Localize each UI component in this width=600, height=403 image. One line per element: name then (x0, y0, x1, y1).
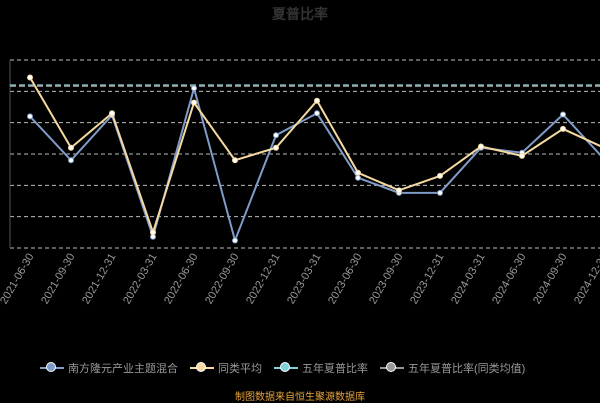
x-tick-label: 2023-03-31 (285, 252, 324, 307)
x-tick-label: 2022-09-30 (203, 252, 242, 307)
legend-item[interactable]: 五年夏普比率 (274, 360, 368, 376)
x-tick-label: 2024-06-30 (490, 252, 529, 307)
data-point (192, 86, 197, 91)
data-point (397, 188, 402, 193)
legend-label: 南方隆元产业主题混合 (68, 360, 178, 376)
data-point (561, 126, 566, 131)
legend-marker-icon (190, 362, 214, 374)
x-tick-label: 2022-03-31 (121, 252, 160, 307)
series-group (28, 75, 600, 243)
x-tick-label: 2023-09-30 (367, 252, 406, 307)
data-point (315, 98, 320, 103)
data-point (356, 170, 361, 175)
x-tick-label: 2024-09-30 (531, 252, 570, 307)
x-tick-label: 2022-12-31 (244, 252, 283, 307)
x-tick-label: 2024-03-31 (449, 252, 488, 307)
data-point (233, 158, 238, 163)
data-point (233, 238, 238, 243)
x-tick-label: 2022-06-30 (162, 252, 201, 307)
legend: 南方隆元产业主题混合 同类平均 五年夏普比率 五年夏普比率(同类均值) (40, 360, 600, 376)
data-point (69, 158, 74, 163)
data-point (438, 190, 443, 195)
legend-marker-icon (40, 362, 64, 374)
legend-label: 同类平均 (218, 360, 262, 376)
x-tick-label: 2023-06-30 (326, 252, 365, 307)
data-point (110, 111, 115, 116)
data-point (69, 145, 74, 150)
data-point (192, 100, 197, 105)
data-point (28, 75, 33, 80)
x-tick-label: 2021-09-30 (39, 252, 78, 307)
x-tick-label: 2021-06-30 (0, 252, 37, 307)
reference-lines (10, 85, 600, 86)
data-point (28, 114, 33, 119)
data-point (520, 153, 525, 158)
legend-item[interactable]: 五年夏普比率(同类均值) (380, 360, 525, 376)
legend-item[interactable]: 南方隆元产业主题混合 (40, 360, 178, 376)
data-point (561, 112, 566, 117)
source-note: 制图数据来自恒生聚源数据库 (0, 388, 600, 403)
data-point (274, 133, 279, 138)
legend-marker-icon (274, 362, 298, 374)
data-point (356, 175, 361, 180)
legend-marker-icon (380, 362, 404, 374)
legend-item[interactable]: 同类平均 (190, 360, 262, 376)
data-point (151, 230, 156, 235)
legend-label: 五年夏普比率(同类均值) (408, 360, 525, 376)
legend-label: 五年夏普比率 (302, 360, 368, 376)
data-point (274, 145, 279, 150)
data-point (315, 111, 320, 116)
x-tick-label: 2024-12-31 (572, 252, 600, 307)
data-point (438, 173, 443, 178)
x-tick-label: 2023-12-31 (408, 252, 447, 307)
data-point (479, 144, 484, 149)
x-tick-label: 2021-12-31 (80, 252, 119, 307)
